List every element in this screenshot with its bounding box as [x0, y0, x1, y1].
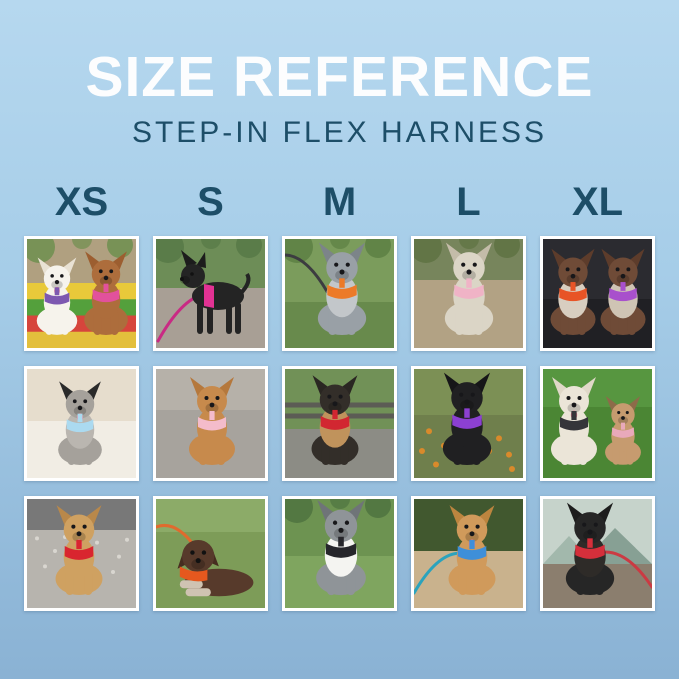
dog-photo-illustration [27, 499, 136, 608]
dog-photo [543, 239, 652, 348]
dog-photo-l-r3c4 [411, 496, 526, 611]
dog-photo-l-r2c4 [411, 366, 526, 481]
size-label-xs: XS [54, 180, 109, 224]
dog-photo-illustration [543, 369, 652, 478]
dog-photo-xl-r2c5 [540, 366, 655, 481]
dog-photo [27, 239, 136, 348]
dog-photo-illustration [414, 369, 523, 478]
size-label-m: M [322, 180, 357, 224]
dog-photo [414, 239, 523, 348]
size-labels-row: XS S M L XL [24, 176, 655, 228]
dog-photo [285, 369, 394, 478]
dog-photo-m-r3c3 [282, 496, 397, 611]
photo-grid [24, 236, 655, 611]
dog-photo-illustration [543, 239, 652, 348]
dog-photo-m-r2c3 [282, 366, 397, 481]
page-title: SIZE REFERENCE [85, 45, 594, 109]
dog-photo-xl-r3c5 [540, 496, 655, 611]
dog-photo-illustration [543, 499, 652, 608]
dog-photo-s-r2c2 [153, 366, 268, 481]
dog-photo-illustration [156, 499, 265, 608]
dog-photo [285, 499, 394, 608]
dog-photo-xs-r2c1 [24, 366, 139, 481]
size-label-xl: XL [571, 180, 624, 224]
dog-photo-illustration [414, 499, 523, 608]
dog-photo-xl-r1c5 [540, 236, 655, 351]
dog-photo-illustration [156, 369, 265, 478]
dog-photo [285, 239, 394, 348]
dog-photo-l-r1c4 [411, 236, 526, 351]
dog-photo [27, 369, 136, 478]
dog-photo-m-r1c3 [282, 236, 397, 351]
dog-photo [156, 239, 265, 348]
dog-photo [414, 499, 523, 608]
dog-photo [543, 369, 652, 478]
dog-photo-illustration [285, 239, 394, 348]
dog-photo [414, 369, 523, 478]
dog-photo-s-r1c2 [153, 236, 268, 351]
page-subtitle: STEP-IN FLEX HARNESS [131, 116, 548, 149]
dog-photo-illustration [285, 499, 394, 608]
dog-photo-illustration [27, 369, 136, 478]
dog-photo [543, 499, 652, 608]
dog-photo [156, 369, 265, 478]
dog-photo-xs-r3c1 [24, 496, 139, 611]
dog-photo-illustration [414, 239, 523, 348]
dog-photo-xs-r1c1 [24, 236, 139, 351]
dog-photo-s-r3c2 [153, 496, 268, 611]
dog-photo [156, 499, 265, 608]
size-label-s: S [197, 180, 224, 224]
dog-photo [27, 499, 136, 608]
dog-photo-illustration [27, 239, 136, 348]
dog-photo-illustration [156, 239, 265, 348]
size-label-l: L [456, 180, 481, 224]
dog-photo-illustration [285, 369, 394, 478]
